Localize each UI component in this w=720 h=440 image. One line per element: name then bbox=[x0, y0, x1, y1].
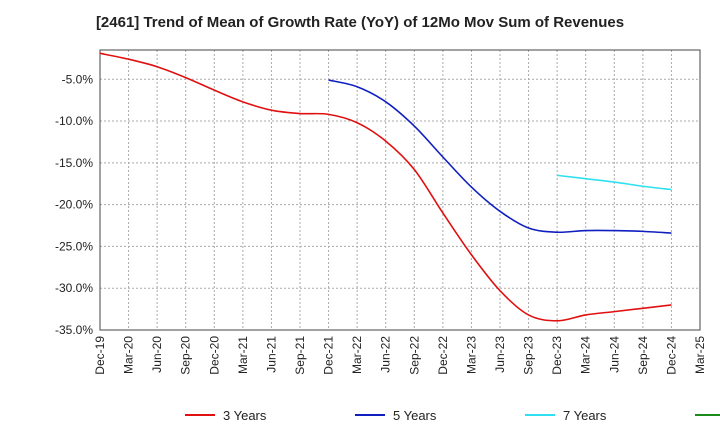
y-tick-label: -10.0% bbox=[55, 114, 93, 128]
series-layer bbox=[99, 52, 672, 322]
x-tick-label: Dec-24 bbox=[664, 336, 678, 375]
x-tick-label: Mar-25 bbox=[693, 336, 707, 374]
y-tick-label: -30.0% bbox=[55, 281, 93, 295]
x-tick-label: Mar-24 bbox=[579, 336, 593, 374]
y-tick-label: -25.0% bbox=[55, 239, 93, 253]
x-tick-label: Jun-23 bbox=[493, 336, 507, 373]
y-axis-tick-labels: -5.0% -10.0% -15.0% -20.0% -25.0% -30.0% -35.0… bbox=[55, 72, 93, 337]
x-tick-label: Mar-20 bbox=[122, 336, 136, 374]
chart-title: [2461] Trend of Mean of Growth Rate (YoY… bbox=[95, 14, 625, 31]
series-line-3-years bbox=[99, 52, 672, 322]
x-axis-tick-labels: Dec-19 Mar-20 Jun-20 Sep-20 Dec-20 Mar-21 Jun-… bbox=[93, 336, 707, 375]
x-tick-label: Mar-23 bbox=[464, 336, 478, 374]
x-tick-label: Sep-21 bbox=[293, 336, 307, 375]
x-tick-label: Sep-20 bbox=[179, 336, 193, 375]
x-tick-label: Jun-24 bbox=[607, 336, 621, 373]
x-tick-label: Sep-22 bbox=[407, 336, 421, 375]
x-tick-label: Jun-20 bbox=[150, 336, 164, 373]
plot-frame bbox=[99, 49, 701, 331]
x-tick-label: Dec-23 bbox=[550, 336, 564, 375]
y-tick-label: -5.0% bbox=[62, 72, 94, 86]
series-line-5-years bbox=[328, 79, 672, 234]
x-tick-label: Mar-22 bbox=[350, 336, 364, 374]
x-tick-label: Dec-19 bbox=[93, 336, 107, 375]
series-line-7-years bbox=[557, 174, 672, 191]
x-tick-label: Mar-21 bbox=[236, 336, 250, 374]
y-tick-label: -15.0% bbox=[55, 156, 93, 170]
legend-label-7-years: 7 Years bbox=[563, 408, 607, 423]
grid-layer bbox=[100, 50, 700, 330]
x-tick-label: Sep-23 bbox=[522, 336, 536, 375]
legend-label-5-years: 5 Years bbox=[393, 408, 437, 423]
x-tick-label: Jun-21 bbox=[264, 336, 278, 373]
x-tick-label: Sep-24 bbox=[636, 336, 650, 375]
y-tick-label: -20.0% bbox=[55, 198, 93, 212]
x-tick-label: Dec-21 bbox=[322, 336, 336, 375]
legend-label-3-years: 3 Years bbox=[223, 408, 267, 423]
x-tick-label: Jun-22 bbox=[379, 336, 393, 373]
x-tick-label: Dec-20 bbox=[207, 336, 221, 375]
y-tick-label: -35.0% bbox=[55, 323, 93, 337]
x-tick-label: Dec-22 bbox=[436, 336, 450, 375]
